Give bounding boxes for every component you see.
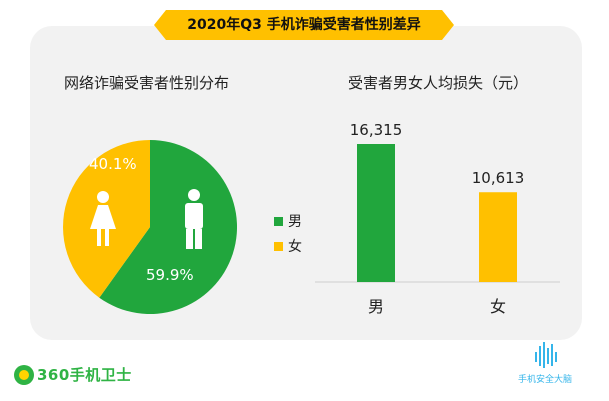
bar-category-label-female: 女: [490, 297, 506, 316]
legend-item-female: 女: [274, 236, 302, 256]
bar-male: [357, 144, 395, 282]
legend-label-female: 女: [288, 239, 302, 255]
male-figure-icon: [185, 189, 203, 249]
bar-category-label-male: 男: [368, 297, 384, 316]
loss-bar-chart: 16,315 男 10,613 女: [315, 121, 560, 316]
bar-female: [479, 192, 517, 282]
legend-swatch-male: [274, 216, 283, 226]
gender-pie-chart: [63, 140, 237, 314]
bar-panel-title: 受害者男女人均损失（元）: [348, 74, 529, 92]
brand-logo: 360手机卫士: [14, 364, 132, 385]
bar-value-label-female: 10,613: [472, 169, 525, 187]
legend-item-male: 男: [274, 211, 302, 231]
male-percent-label: 59.9%: [146, 266, 194, 284]
waveform-icon: [535, 342, 557, 368]
pie-slice-male: [99, 140, 237, 314]
pie-panel-title: 网络诈骗受害者性别分布: [64, 74, 230, 92]
legend-label-male: 男: [288, 214, 302, 230]
female-percent-label: 40.1%: [89, 155, 137, 173]
logo-mark-icon: [14, 364, 34, 385]
logo-text: 360手机卫士: [37, 366, 132, 384]
title-banner: [154, 10, 454, 40]
watermark: 手机安全大脑: [505, 340, 585, 395]
chart-title: 2020年Q3 手机诈骗受害者性别差异: [187, 17, 421, 33]
bar-value-label-male: 16,315: [350, 121, 403, 139]
female-figure-icon: [90, 191, 116, 246]
watermark-text: 手机安全大脑: [517, 375, 572, 385]
legend-swatch-female: [274, 241, 283, 251]
